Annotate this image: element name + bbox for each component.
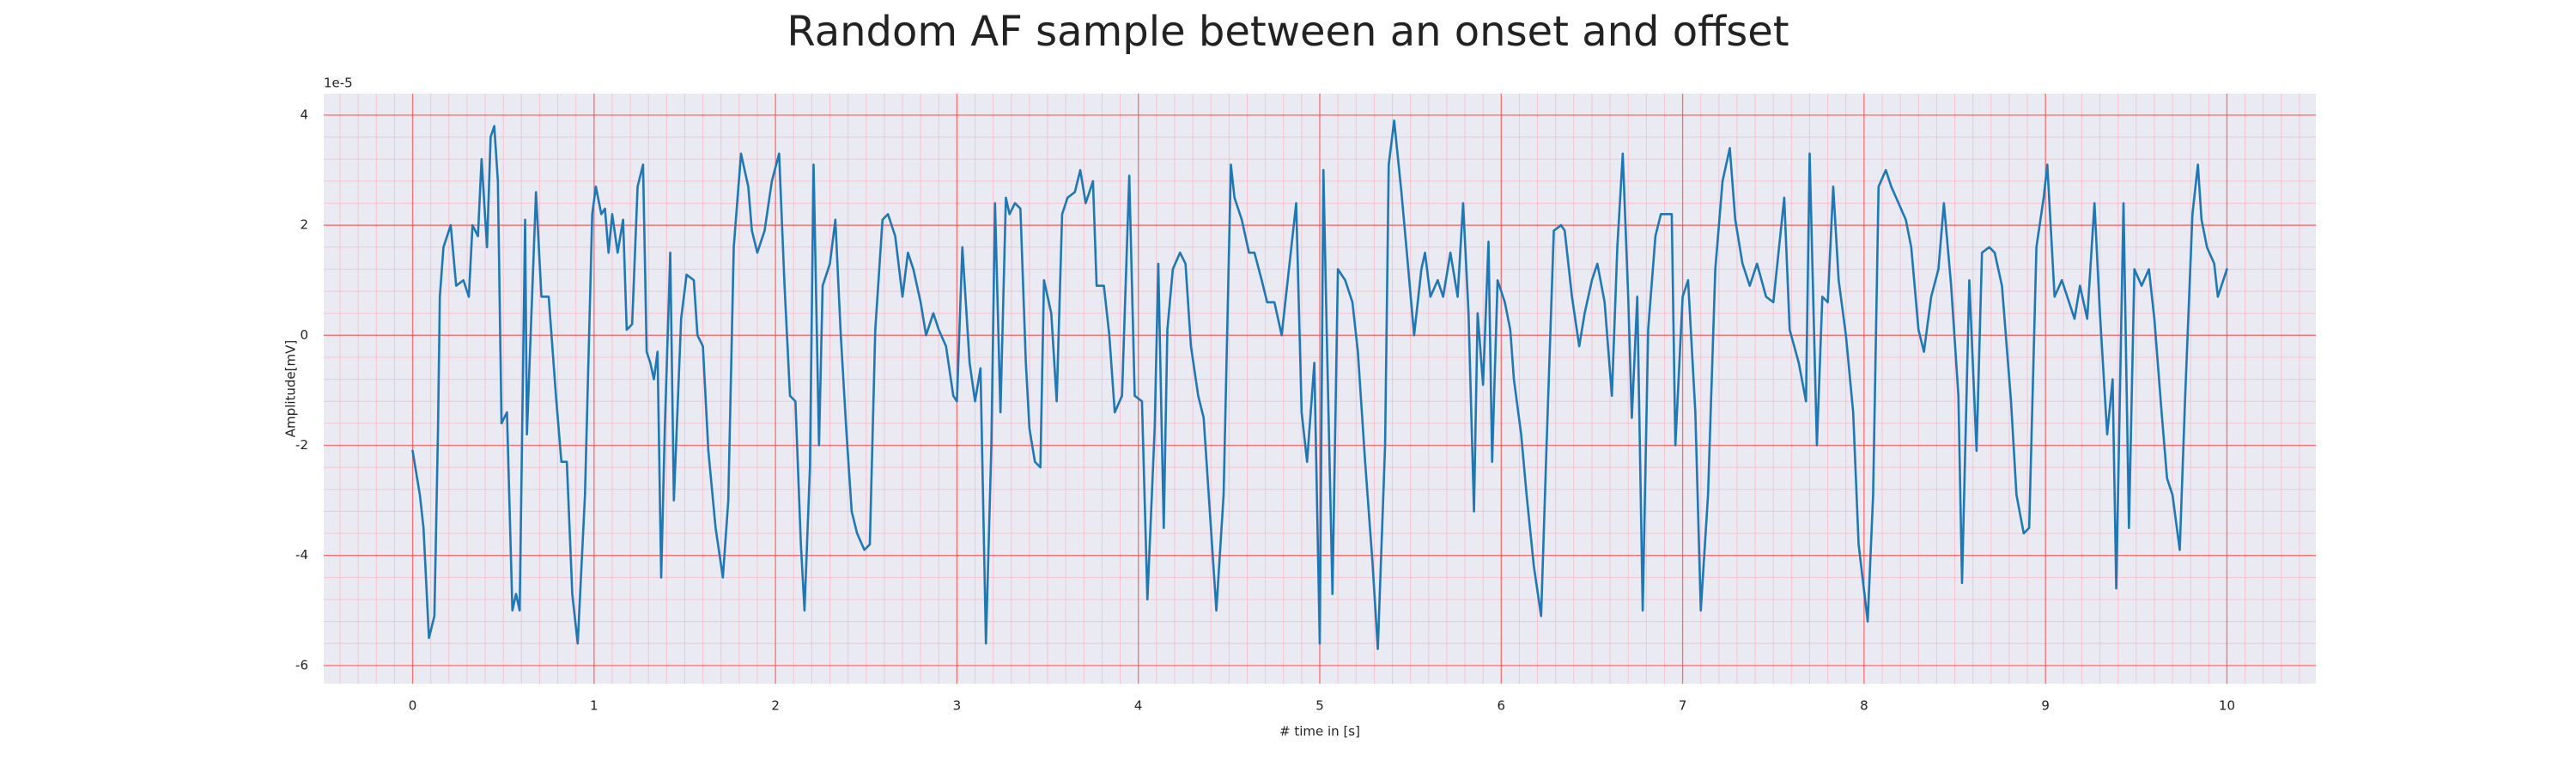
y-tick-label: -2 (295, 437, 308, 453)
x-tick-label: 7 (1679, 698, 1687, 714)
x-tick-label: 9 (2041, 698, 2050, 714)
y-tick-label: 2 (300, 217, 308, 233)
x-tick-label: 3 (953, 698, 962, 714)
x-axis-label: # time in [s] (1279, 724, 1360, 740)
x-tick-label: 2 (771, 698, 780, 714)
y-tick-label: 0 (300, 327, 308, 343)
x-tick-label: 10 (2219, 698, 2235, 714)
y-offset-label: 1e-5 (324, 76, 353, 91)
x-tick-label: 5 (1315, 698, 1324, 714)
y-tick-label: -4 (295, 547, 308, 563)
y-tick-label: 4 (300, 107, 308, 122)
x-tick-label: 8 (1860, 698, 1868, 714)
x-tick-label: 4 (1134, 698, 1143, 714)
x-tick-label: 1 (590, 698, 598, 714)
chart-title: Random AF sample between an onset and of… (787, 8, 1789, 56)
y-axis-label: Amplitude[mV] (283, 340, 299, 437)
x-tick-label: 0 (409, 698, 417, 714)
y-tick-label: -6 (295, 657, 308, 673)
signal-line (411, 119, 2228, 650)
x-tick-label: 6 (1498, 698, 1506, 714)
